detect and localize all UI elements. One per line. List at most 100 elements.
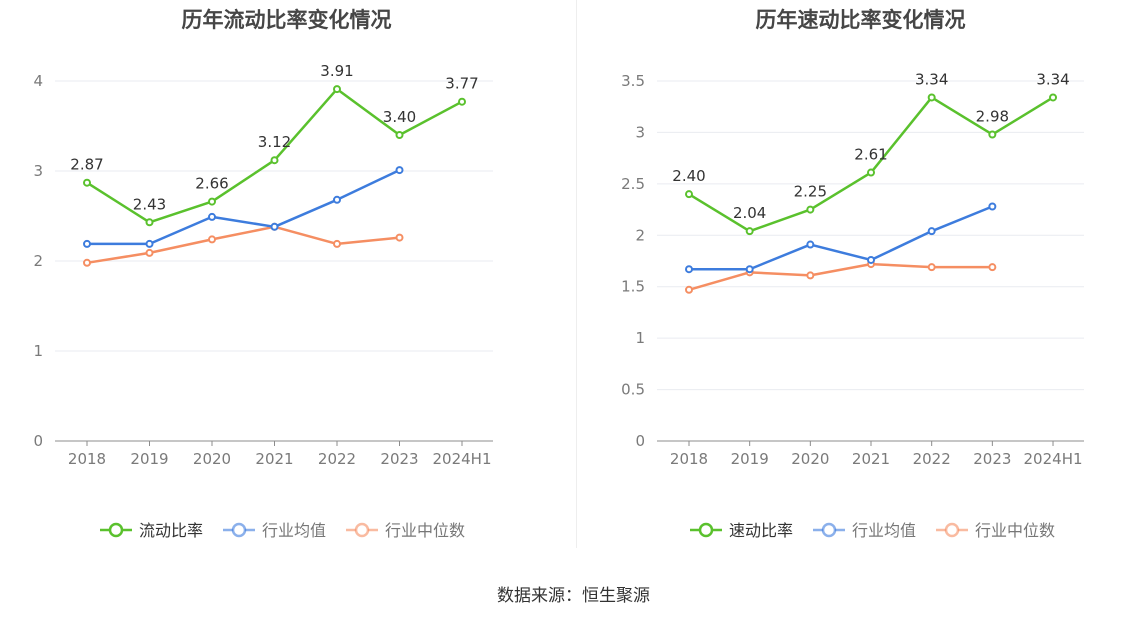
data-label: 2.04 bbox=[733, 204, 766, 222]
data-point bbox=[208, 197, 216, 206]
data-label: 2.61 bbox=[854, 146, 887, 164]
legend-item: 行业均值 bbox=[813, 521, 916, 540]
data-point bbox=[83, 239, 91, 248]
series-line bbox=[86, 225, 400, 265]
data-point bbox=[988, 263, 997, 272]
data-point bbox=[927, 93, 936, 102]
legend-label: 行业均值 bbox=[262, 521, 326, 540]
y-tick-label: 1 bbox=[33, 342, 43, 360]
y-tick-label: 2 bbox=[635, 226, 645, 244]
y-tick-label: 3.5 bbox=[621, 72, 645, 90]
legend-item: 速动比率 bbox=[690, 521, 793, 540]
legend-label: 行业均值 bbox=[852, 521, 916, 540]
data-point bbox=[867, 168, 876, 177]
data-point bbox=[395, 131, 404, 139]
x-tick-label: 2023 bbox=[973, 450, 1011, 468]
x-tick-label: 2021 bbox=[852, 450, 890, 468]
data-point bbox=[988, 202, 997, 211]
chart-title: 历年流动比率变化情况 bbox=[181, 8, 392, 32]
y-tick-label: 0.5 bbox=[621, 381, 645, 399]
data-point bbox=[927, 227, 936, 236]
x-tick-label: 2022 bbox=[318, 450, 356, 468]
data-point bbox=[806, 271, 815, 280]
x-tick-label: 2018 bbox=[68, 450, 106, 468]
current-ratio-chart: 历年流动比率变化情况 0 1 2 3 4 2018 2019 2020 2021 2022 2023… bbox=[0, 0, 573, 560]
quick-ratio-chart: 历年速动比率变化情况 0 0.5 1 1.5 2 2.5 3 3.5 2018 2019 2020 2… bbox=[574, 0, 1147, 560]
data-label: 3.91 bbox=[320, 62, 353, 80]
data-point bbox=[685, 285, 693, 294]
data-point bbox=[806, 240, 815, 249]
data-point bbox=[145, 239, 154, 248]
y-tick-label: 3 bbox=[33, 162, 43, 180]
x-tick-label: 2018 bbox=[670, 450, 708, 468]
y-tick-label: 4 bbox=[33, 72, 43, 90]
y-tick-label: 0 bbox=[635, 432, 645, 450]
data-point bbox=[145, 248, 154, 257]
x-tick-label: 2022 bbox=[913, 450, 951, 468]
data-point bbox=[458, 97, 466, 106]
legend-item: 行业中位数 bbox=[346, 521, 465, 540]
series-line bbox=[87, 168, 401, 246]
current-ratio-plot: 0 1 2 3 4 2018 2019 2020 2021 2022 2023 2024H1 2.87 2… bbox=[33, 62, 493, 540]
data-label: 2.25 bbox=[794, 183, 827, 201]
data-point bbox=[988, 130, 997, 139]
data-source-note: 数据来源：恒生聚源 bbox=[497, 586, 650, 606]
data-point bbox=[145, 218, 154, 227]
data-point bbox=[1049, 93, 1058, 102]
data-point bbox=[270, 156, 279, 165]
x-tick-label: 2020 bbox=[791, 450, 829, 468]
chart-title: 历年速动比率变化情况 bbox=[755, 8, 966, 32]
legend-label: 行业中位数 bbox=[975, 521, 1055, 540]
y-tick-label: 1 bbox=[635, 329, 645, 347]
series-line bbox=[689, 205, 993, 271]
x-tick-label: 2019 bbox=[731, 450, 769, 468]
data-label: 3.34 bbox=[915, 70, 948, 88]
legend-label: 速动比率 bbox=[729, 521, 793, 540]
x-tick-label: 2021 bbox=[255, 450, 293, 468]
plot-area: 0 0.5 1 1.5 2 2.5 3 3.5 2018 2019 2020 2021 2022 2023… bbox=[621, 70, 1084, 540]
data-point bbox=[927, 263, 936, 272]
x-tick-label: 2023 bbox=[380, 450, 418, 468]
data-point bbox=[333, 195, 341, 204]
data-point bbox=[270, 222, 279, 231]
x-tick-label: 2019 bbox=[130, 450, 168, 468]
data-point bbox=[208, 212, 216, 221]
legend-marker bbox=[108, 522, 124, 538]
x-tick-label: 2020 bbox=[193, 450, 231, 468]
legend-marker bbox=[698, 522, 714, 538]
data-point bbox=[685, 265, 693, 274]
legend-marker bbox=[821, 522, 837, 538]
data-label: 3.77 bbox=[445, 75, 478, 93]
x-tick-label: 2024H1 bbox=[433, 450, 492, 468]
legend-label: 流动比率 bbox=[139, 521, 203, 540]
legend-marker bbox=[354, 522, 370, 538]
panel-divider bbox=[576, 0, 577, 548]
data-point bbox=[333, 239, 341, 248]
x-tick-label: 2024H1 bbox=[1024, 450, 1083, 468]
data-point bbox=[83, 178, 91, 187]
legend-item: 行业均值 bbox=[223, 521, 326, 540]
y-tick-label: 3 bbox=[635, 123, 645, 141]
data-point bbox=[685, 190, 693, 199]
legend-label: 行业中位数 bbox=[385, 521, 465, 540]
legend-marker bbox=[944, 522, 960, 538]
data-label: 2.43 bbox=[133, 195, 166, 213]
data-point bbox=[745, 265, 754, 274]
data-point bbox=[395, 233, 404, 242]
data-point bbox=[867, 255, 876, 264]
series-line bbox=[688, 262, 993, 292]
data-point bbox=[745, 227, 754, 236]
data-label: 3.40 bbox=[383, 108, 416, 126]
data-label: 2.87 bbox=[70, 156, 103, 174]
data-point bbox=[208, 235, 216, 244]
y-tick-label: 2.5 bbox=[621, 175, 645, 193]
y-tick-label: 2 bbox=[33, 252, 43, 270]
data-label: 3.12 bbox=[258, 133, 291, 151]
data-point bbox=[395, 166, 404, 175]
plot-area: 0 1 2 3 4 2018 2019 2020 2021 2022 2023 2024H1 2.87 2… bbox=[33, 62, 493, 540]
data-point bbox=[806, 205, 815, 214]
data-label: 2.40 bbox=[672, 167, 705, 185]
quick-ratio-plot: 0 0.5 1 1.5 2 2.5 3 3.5 2018 2019 2020 2021 2022 2023… bbox=[621, 70, 1084, 540]
data-label: 2.66 bbox=[195, 175, 228, 193]
data-point bbox=[83, 258, 91, 267]
